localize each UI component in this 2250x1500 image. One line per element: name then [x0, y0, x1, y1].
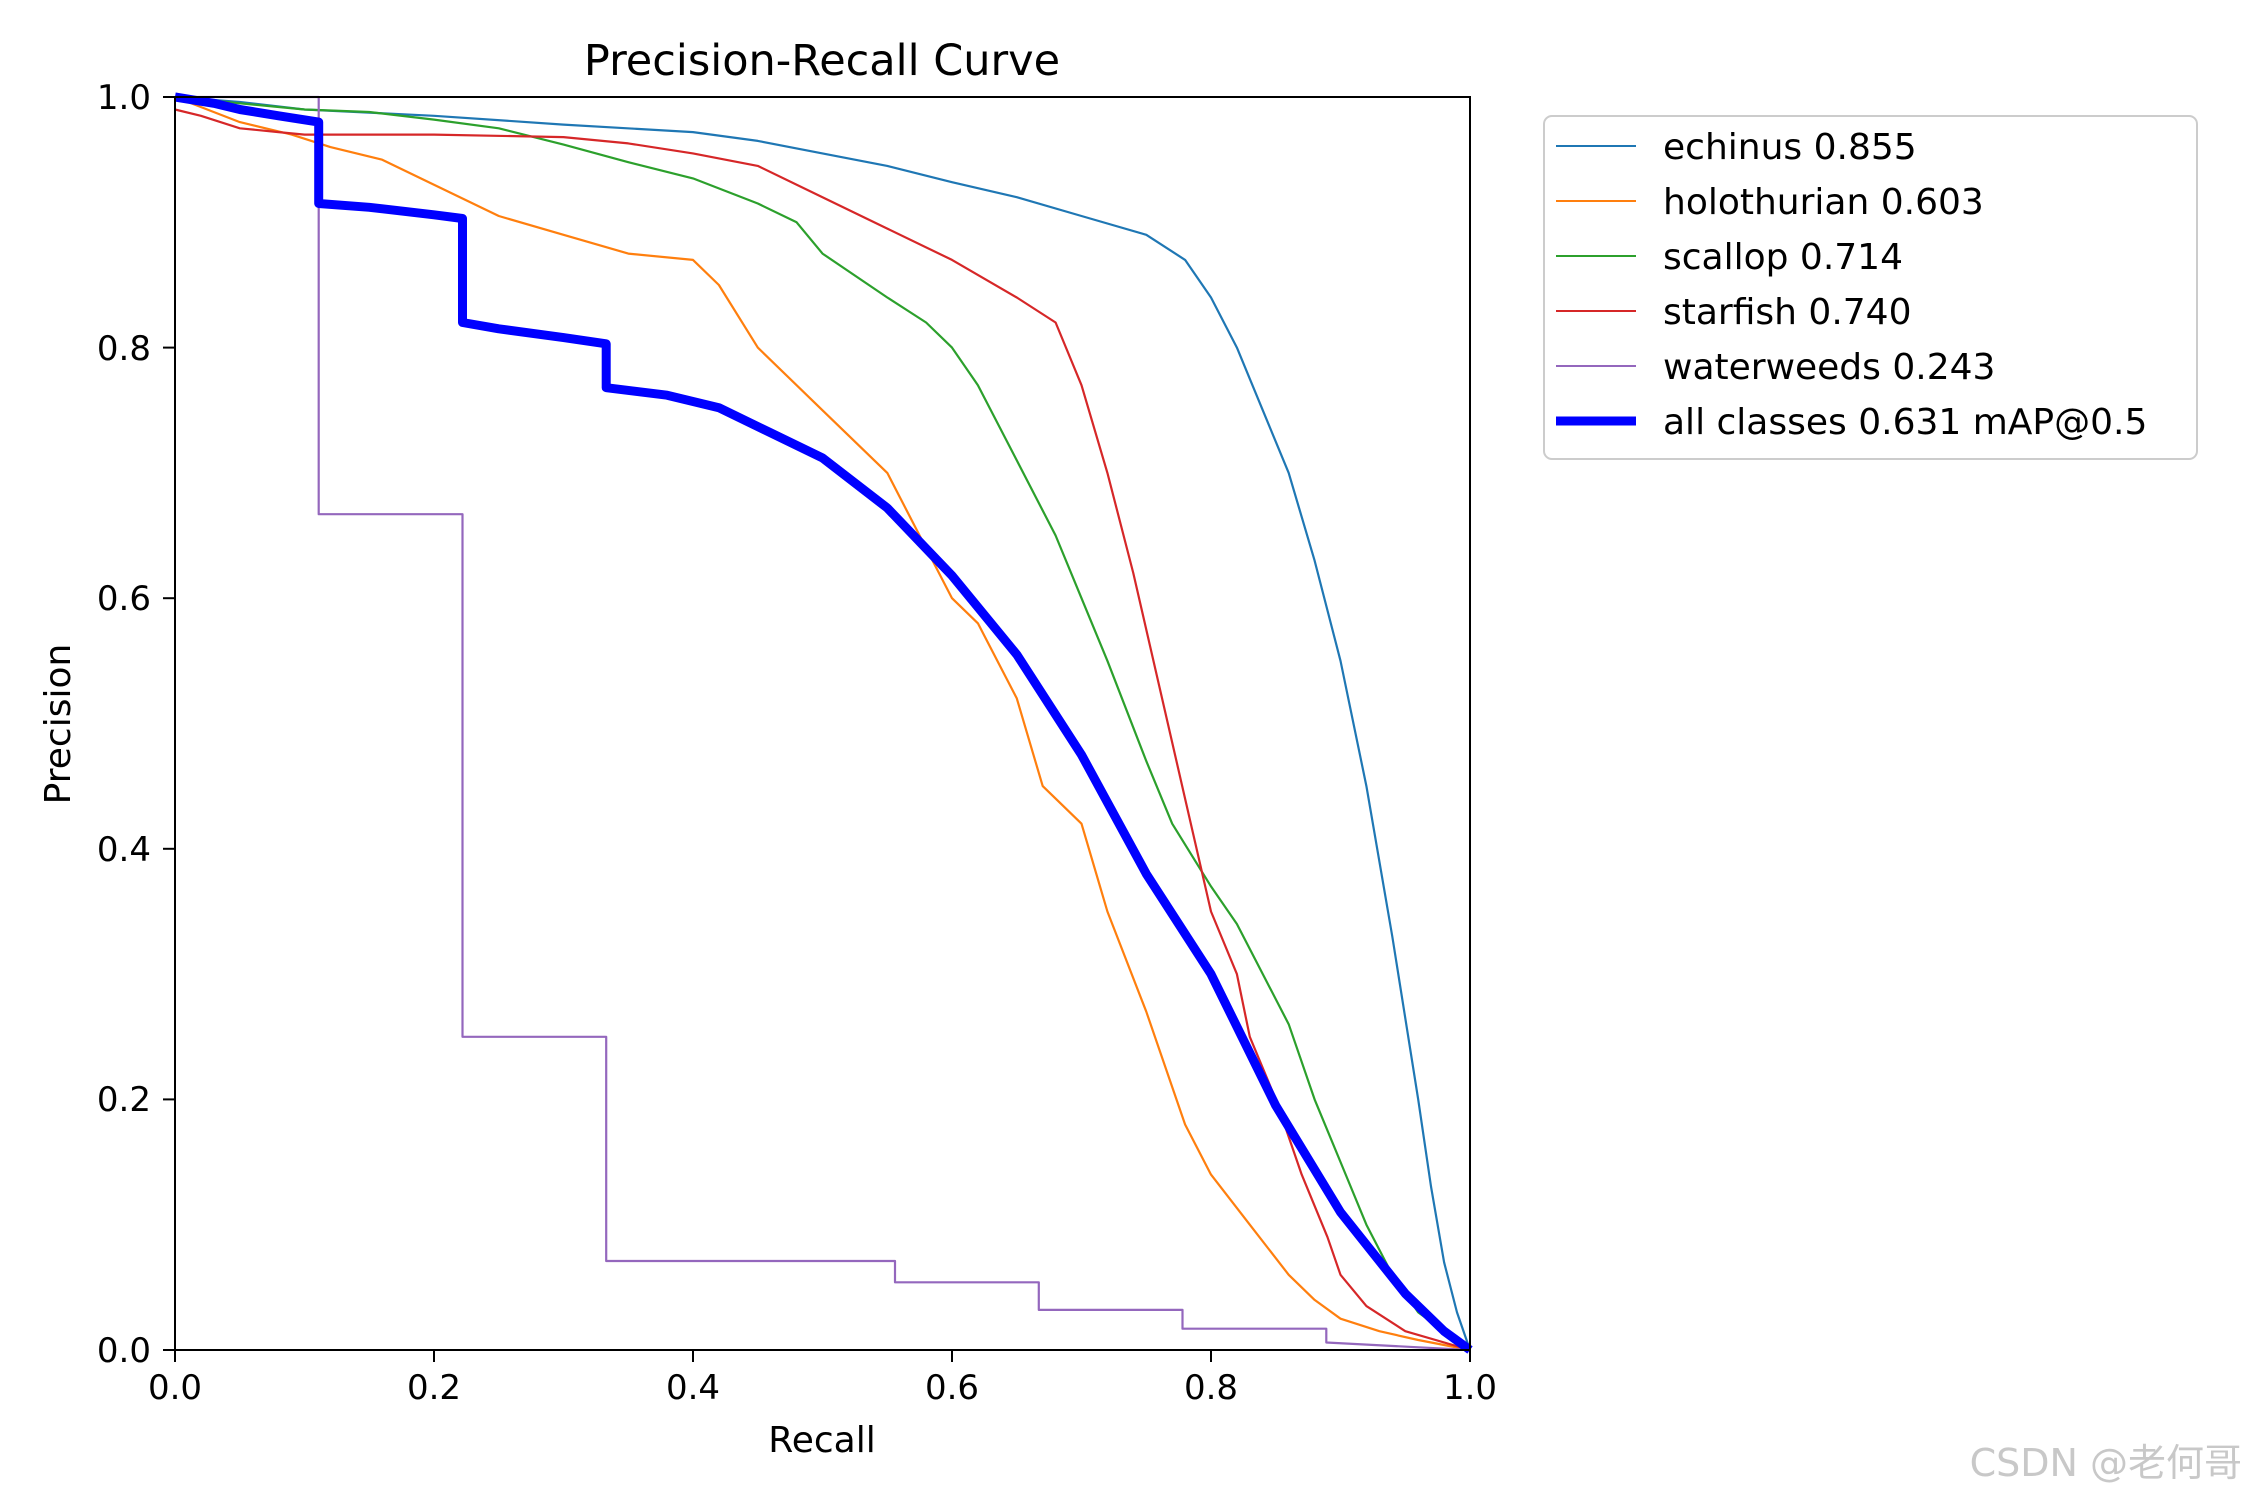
series-line-waterweeds — [175, 95, 1471, 1352]
series-line-all-classes — [174, 92, 1473, 1354]
y-axis-ticks: 0.0 0.2 0.4 0.6 0.8 1.0 — [97, 78, 175, 1371]
y-tick-label: 0.8 — [97, 329, 151, 369]
legend-label-starfish: starfish 0.740 — [1663, 292, 1911, 333]
y-axis-label: Precision — [38, 644, 79, 805]
x-tick-label: 1.0 — [1443, 1368, 1497, 1408]
legend-label-holothurian: holothurian 0.603 — [1663, 182, 1984, 223]
legend-box — [1543, 115, 2198, 460]
chart-title: Precision-Recall Curve — [584, 36, 1060, 86]
legend-label-waterweeds: waterweeds 0.243 — [1663, 347, 1995, 388]
x-tick-label: 0.0 — [148, 1368, 202, 1408]
y-tick-label: 0.2 — [97, 1080, 151, 1120]
y-tick-label: 0.6 — [97, 579, 151, 619]
series-line-starfish — [174, 108, 1471, 1352]
y-tick-label: 0.0 — [97, 1331, 151, 1371]
x-axis-label: Recall — [768, 1420, 875, 1461]
series-line-echinus — [174, 95, 1472, 1351]
plot-frame — [174, 96, 1471, 1351]
y-tick-label: 0.4 — [97, 830, 151, 870]
legend-label-echinus: echinus 0.855 — [1663, 127, 1917, 168]
series-line-holothurian — [174, 95, 1471, 1352]
legend-label-scallop: scallop 0.714 — [1663, 237, 1903, 278]
x-axis-ticks: 0.0 0.2 0.4 0.6 0.8 1.0 — [148, 1350, 1497, 1408]
x-tick-label: 0.8 — [1184, 1368, 1238, 1408]
series-group — [174, 92, 1473, 1354]
y-tick-label: 1.0 — [97, 78, 151, 118]
x-tick-label: 0.6 — [925, 1368, 979, 1408]
x-tick-label: 0.4 — [666, 1368, 720, 1408]
watermark: CSDN @老何哥 — [1970, 1441, 2242, 1485]
legend: echinus 0.855 holothurian 0.603 scallop … — [1543, 115, 2198, 460]
series-line-scallop — [174, 95, 1471, 1351]
legend-label-all-classes: all classes 0.631 mAP@0.5 — [1663, 402, 2147, 443]
x-tick-label: 0.2 — [407, 1368, 461, 1408]
